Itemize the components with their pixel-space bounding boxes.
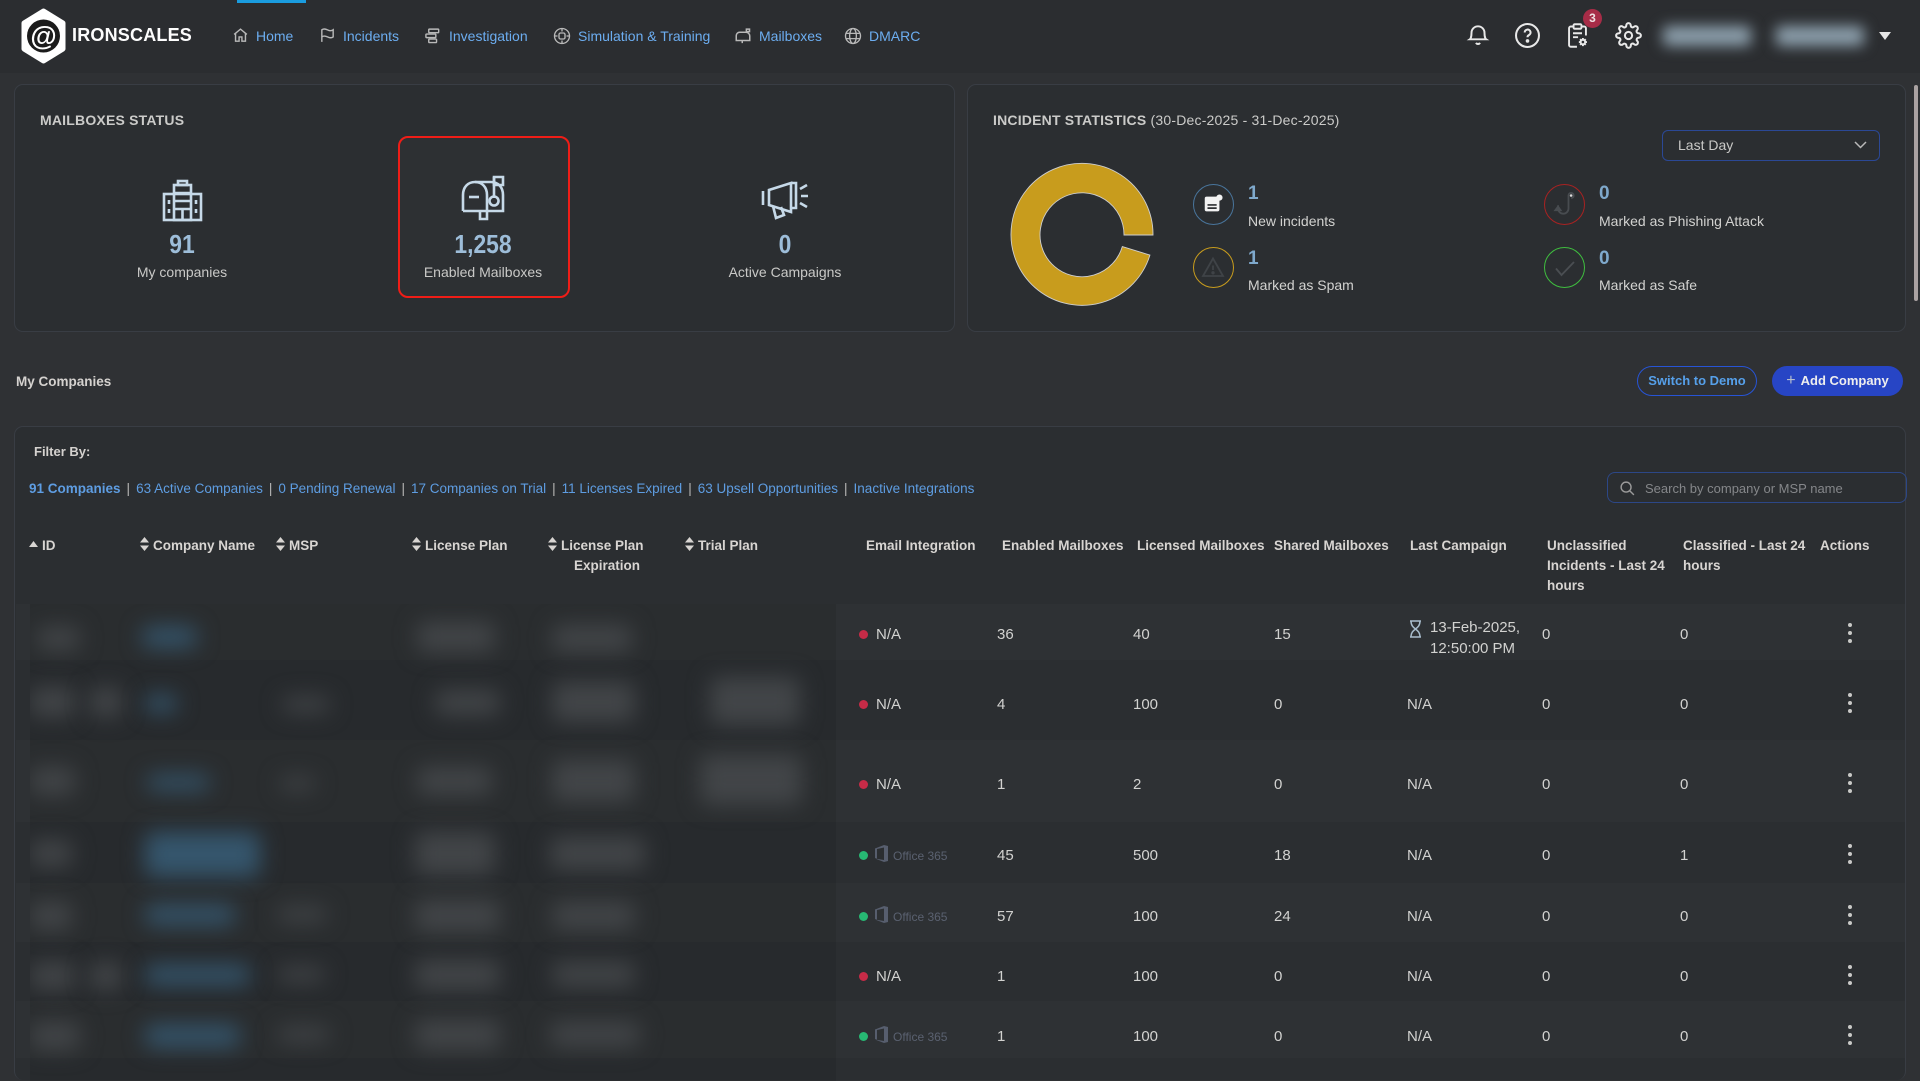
svg-text:@: @ [30, 21, 56, 51]
